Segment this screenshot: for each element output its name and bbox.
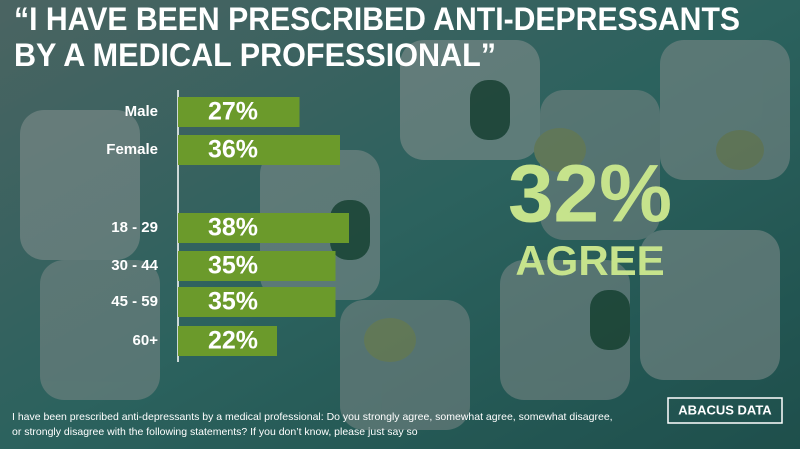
value-label: 38% <box>208 214 258 242</box>
category-label: 18 - 29 <box>111 219 158 236</box>
highlight-value: 32% <box>508 149 672 240</box>
value-label: 27% <box>208 98 258 126</box>
logo-box <box>667 397 783 424</box>
category-label: 30 - 44 <box>111 257 158 274</box>
background-pills <box>20 40 790 430</box>
bars: Male 27% Female 36% 18 - 29 38% 30 - 44 35% 45 -… <box>106 97 349 356</box>
highlight-label: AGREE <box>515 237 664 284</box>
bar <box>178 326 277 356</box>
footnote: or strongly disagree with the following … <box>12 426 418 438</box>
value-label: 36% <box>208 136 258 164</box>
category-label: Male <box>125 103 158 120</box>
bar <box>178 287 336 317</box>
footnote: I have been prescribed anti-depressants … <box>12 411 613 423</box>
bar <box>178 213 349 243</box>
value-label: 35% <box>208 288 258 316</box>
value-label: 22% <box>208 327 258 355</box>
chart-title: BY A MEDICAL PROFESSIONAL” <box>14 37 496 73</box>
chart-title: “I HAVE BEEN PRESCRIBED ANTI-DEPRESSANTS <box>14 1 740 37</box>
logo: ABACUS DATA <box>678 402 772 417</box>
category-label: Female <box>106 141 158 158</box>
category-label: 45 - 59 <box>111 293 158 310</box>
bar <box>178 97 300 127</box>
category-label: 60+ <box>133 332 159 349</box>
bar <box>178 251 336 281</box>
bar <box>178 135 340 165</box>
value-label: 35% <box>208 252 258 280</box>
